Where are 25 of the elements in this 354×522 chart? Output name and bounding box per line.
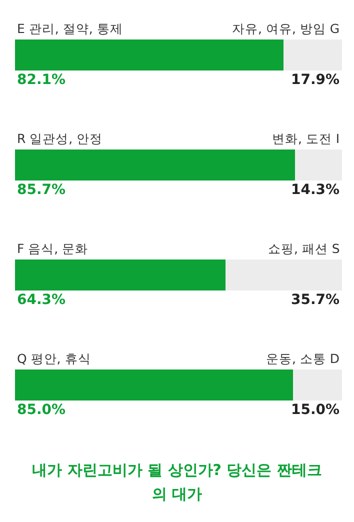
data-label: 35.7%: [291, 292, 340, 308]
data-label: 15.0%: [291, 402, 340, 418]
bar: [15, 150, 296, 180]
bar: [225, 260, 342, 290]
y-tick-label: F 음식, 문화: [17, 241, 88, 256]
annotation: 쇼핑, 패션 S: [268, 241, 340, 256]
data-label: 85.0%: [17, 402, 66, 418]
y-tick-label: E 관리, 절약, 통제: [17, 21, 123, 36]
y-tick-label: Q 평안, 휴식: [17, 351, 91, 366]
annotation: 변화, 도전 I: [272, 131, 340, 146]
bar: [15, 370, 293, 400]
bar: [15, 40, 284, 70]
data-label: 17.9%: [291, 72, 340, 88]
bar: [15, 260, 226, 290]
y-tick-label: R 일관성, 안정: [17, 131, 103, 146]
bar: [295, 150, 342, 180]
bar: [292, 370, 342, 400]
text: 내가 자린고비가 될 상인가? 당신은 짠테크의 대가: [32, 460, 322, 505]
bar: [283, 40, 342, 70]
data-label: 14.3%: [291, 182, 340, 198]
data-label: 85.7%: [17, 182, 66, 198]
annotation: 자유, 여유, 방임 G: [232, 21, 340, 36]
annotation: 운동, 소통 D: [266, 351, 340, 366]
data-label: 64.3%: [17, 292, 66, 308]
data-label: 82.1%: [17, 72, 66, 88]
